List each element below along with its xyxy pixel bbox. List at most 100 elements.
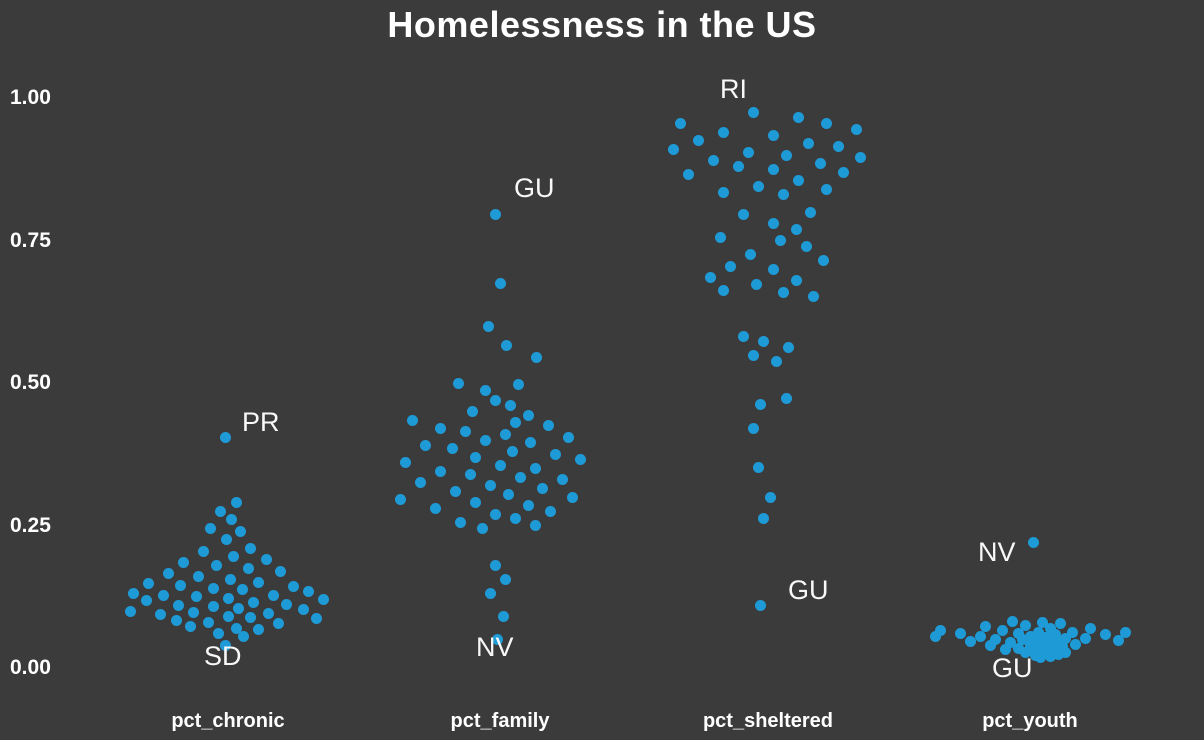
data-point xyxy=(747,350,759,362)
data-point xyxy=(317,594,329,606)
data-point xyxy=(469,451,481,463)
data-point xyxy=(499,428,511,440)
data-point xyxy=(820,183,832,195)
data-point xyxy=(732,160,744,172)
data-point xyxy=(996,625,1008,637)
data-point xyxy=(737,209,749,221)
point-annotation: GU xyxy=(788,575,829,606)
data-point xyxy=(466,406,478,417)
data-point xyxy=(667,143,679,155)
data-point xyxy=(210,559,222,571)
data-point xyxy=(192,571,204,583)
y-tick-label: 0.50 xyxy=(10,371,51,394)
data-point xyxy=(1044,651,1056,663)
data-point xyxy=(509,513,521,525)
data-point xyxy=(1052,648,1064,660)
data-point xyxy=(742,146,754,158)
data-point xyxy=(754,399,766,411)
data-point xyxy=(754,599,766,611)
data-point xyxy=(260,554,272,566)
data-point xyxy=(1079,632,1091,644)
data-point xyxy=(287,580,299,592)
data-point xyxy=(500,340,512,352)
data-point xyxy=(820,118,832,130)
data-point xyxy=(1034,652,1046,664)
chart-title: Homelessness in the US xyxy=(387,4,817,45)
data-point xyxy=(767,263,779,275)
data-point xyxy=(247,596,259,608)
point-annotation: RI xyxy=(720,74,747,105)
data-point xyxy=(989,634,1001,645)
data-point xyxy=(234,525,246,537)
data-point xyxy=(764,491,776,503)
data-point xyxy=(244,542,256,554)
data-point xyxy=(434,423,446,435)
data-point xyxy=(154,609,166,621)
data-point xyxy=(522,409,534,421)
data-point xyxy=(814,158,826,170)
data-point xyxy=(562,431,574,443)
data-point xyxy=(506,445,518,457)
data-point xyxy=(222,611,234,623)
data-point xyxy=(777,287,789,299)
data-point xyxy=(837,166,849,178)
data-point xyxy=(832,140,844,152)
data-point xyxy=(1059,646,1071,658)
data-point xyxy=(504,400,516,412)
data-point xyxy=(1006,615,1018,627)
data-point xyxy=(792,175,804,187)
data-point xyxy=(714,232,726,244)
data-point xyxy=(207,600,219,612)
data-point xyxy=(509,417,521,429)
data-point xyxy=(770,355,782,367)
data-point xyxy=(1012,628,1024,640)
point-annotation: NV xyxy=(978,536,1016,567)
data-point xyxy=(682,169,694,181)
x-category-label: pct_sheltered xyxy=(702,710,834,732)
data-point xyxy=(1119,627,1131,639)
data-point xyxy=(514,471,526,483)
data-point xyxy=(394,494,406,506)
data-point xyxy=(482,320,494,332)
data-point xyxy=(1004,636,1016,648)
data-point xyxy=(1056,640,1068,652)
data-point xyxy=(252,624,264,636)
data-point xyxy=(530,351,542,363)
data-point xyxy=(202,616,214,628)
data-point xyxy=(790,274,802,286)
data-point xyxy=(489,394,501,406)
data-point xyxy=(1059,632,1071,644)
data-point xyxy=(406,414,418,426)
data-point xyxy=(536,482,548,494)
data-point xyxy=(717,285,729,297)
data-point xyxy=(449,485,461,497)
data-point xyxy=(757,513,769,525)
data-point xyxy=(157,589,169,601)
data-point xyxy=(237,631,249,643)
data-point xyxy=(1049,629,1061,641)
data-point xyxy=(934,625,946,637)
data-point xyxy=(184,620,196,632)
data-point xyxy=(127,588,139,600)
data-point xyxy=(220,534,232,546)
data-point xyxy=(979,621,991,633)
data-point xyxy=(524,437,536,449)
data-point xyxy=(204,522,216,534)
data-point xyxy=(170,615,182,627)
y-tick-label: 0.75 xyxy=(10,228,51,252)
data-point xyxy=(549,448,561,460)
data-point xyxy=(219,431,231,443)
data-point xyxy=(252,577,264,588)
data-point xyxy=(747,106,759,118)
data-point xyxy=(479,384,491,396)
data-point xyxy=(454,517,466,529)
data-point xyxy=(1112,635,1124,647)
data-point xyxy=(162,568,174,580)
data-point xyxy=(489,559,501,571)
data-point xyxy=(224,574,236,586)
data-point xyxy=(542,420,554,432)
x-category-label: pct_family xyxy=(450,710,550,732)
data-point xyxy=(674,118,686,130)
data-point xyxy=(172,599,184,611)
data-point xyxy=(954,628,966,640)
